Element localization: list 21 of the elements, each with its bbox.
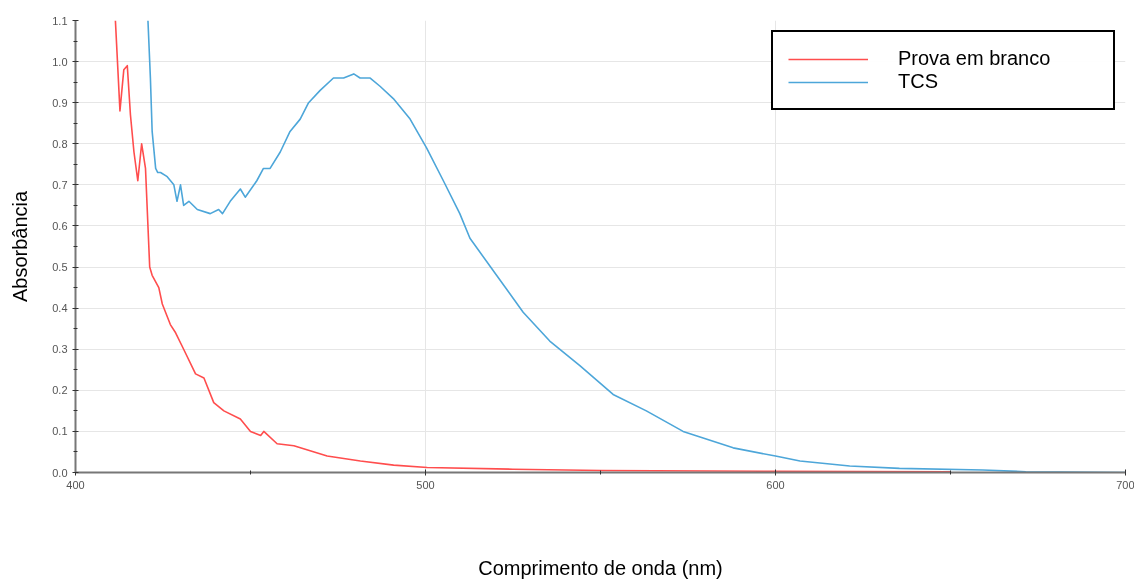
x-tick-label: 700 <box>1116 478 1134 491</box>
y-tick-label: 0.5 <box>52 261 68 274</box>
y-tick-label: 1.1 <box>52 14 68 27</box>
x-tick-label: 600 <box>766 478 785 491</box>
x-axis-title: Comprimento de onda (nm) <box>478 556 723 579</box>
x-tick-label: 400 <box>66 478 85 491</box>
y-tick-label: 0.6 <box>52 219 68 232</box>
y-tick-label: 0.7 <box>52 178 68 191</box>
y-tick-label: 0.1 <box>52 425 68 438</box>
y-tick-label: 0.2 <box>52 384 68 397</box>
legend-label: TCS <box>898 70 939 93</box>
y-axis-title: Absorbância <box>9 190 32 303</box>
legend-label: Prova em branco <box>898 47 1052 70</box>
y-tick-label: 0.3 <box>52 343 68 356</box>
y-tick-label: 1.0 <box>52 55 68 68</box>
y-tick-label: 0.8 <box>52 137 68 150</box>
line-series <box>114 20 952 473</box>
y-tick-label: 0.4 <box>52 302 68 315</box>
y-tick-label: 0.0 <box>52 466 68 479</box>
y-tick-label: 0.9 <box>52 96 68 109</box>
x-tick-label: 500 <box>416 478 435 491</box>
